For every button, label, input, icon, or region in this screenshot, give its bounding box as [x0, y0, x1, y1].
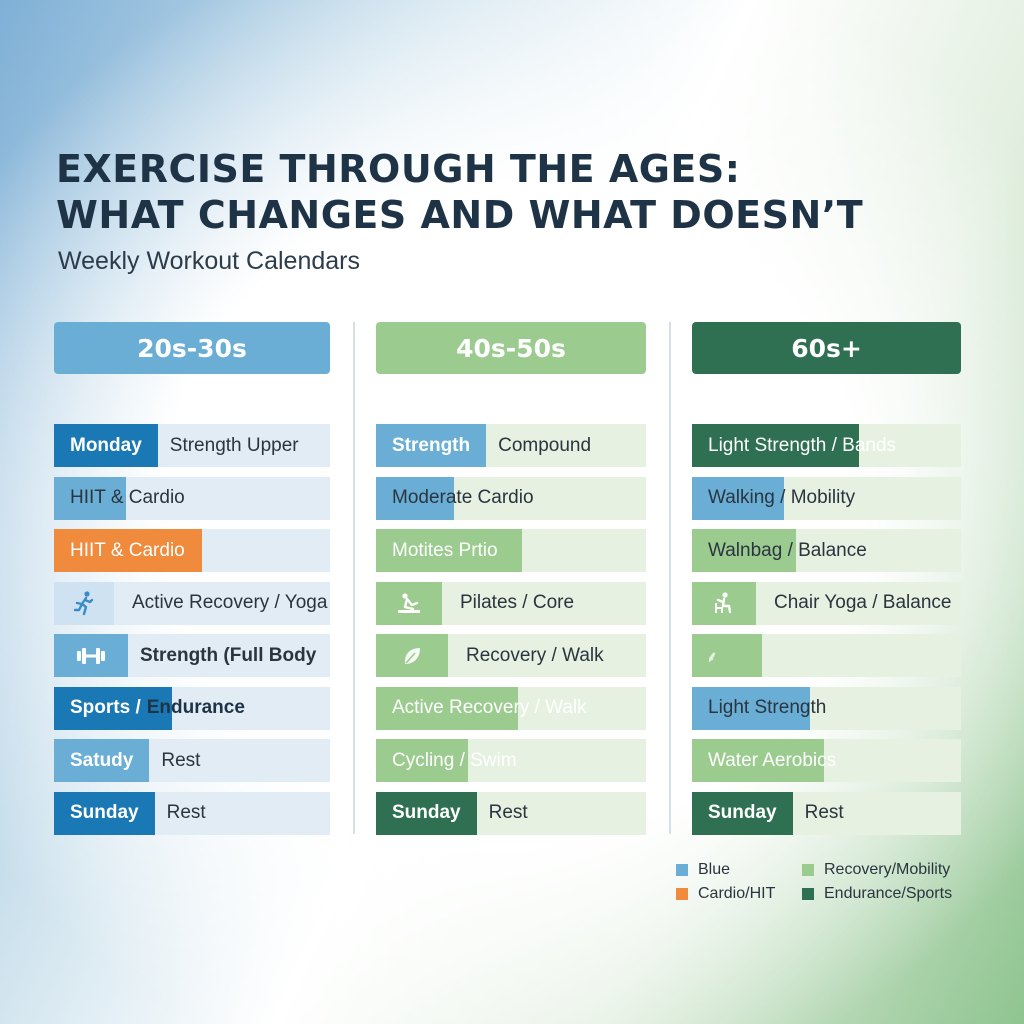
row-fill [376, 476, 454, 520]
schedule-row: Strength (Full Body [54, 634, 330, 677]
column-divider [353, 322, 355, 834]
day-label: Sunday [376, 791, 477, 835]
legend-item: Recovery/Mobility [802, 858, 952, 882]
activity-label: Walking / Mobility [708, 487, 856, 508]
legend-swatch [676, 888, 688, 900]
activity-label: Sports / [70, 697, 141, 718]
schedule-row: Moderate Cardio [376, 476, 646, 520]
schedule-row: Active Recovery / Walk [376, 686, 646, 730]
title-line-1: EXERCISE THROUGH THE AGES: [56, 147, 741, 191]
schedule-row: Light Strength / Bands [692, 424, 961, 467]
activity-label: Motites Prtio [392, 539, 498, 561]
schedule-row: Sunday Rest [54, 791, 330, 835]
title-line-2: WHAT CHANGES AND WHAT DOESN’T [56, 193, 864, 237]
page-subtitle: Weekly Workout Calendars [58, 247, 360, 275]
activity-label: Rest [804, 802, 844, 823]
schedule-row: HIIT & Cardio [54, 529, 330, 572]
column-header: 20s-30s [54, 322, 330, 374]
schedule-row: Pilates / Core [376, 581, 646, 625]
legend-swatch [676, 864, 688, 876]
schedule-row: Sports / Endurance [54, 686, 330, 730]
schedule-row: Motites Prtio [376, 529, 646, 572]
legend-item: Blue [676, 858, 775, 882]
day-label: Strength [376, 424, 487, 467]
day-label: Sunday [54, 791, 155, 835]
column-header: 60s+ [692, 322, 961, 374]
leaf-icon [376, 634, 448, 677]
schedule-row: Strength Compound [376, 424, 646, 467]
day-label: Satudy [54, 739, 150, 782]
row-fill [54, 529, 202, 572]
legend-swatch [802, 888, 814, 900]
column-60s-plus: 60s+ Light Strength / Bands Walking / Mo… [692, 322, 961, 844]
activity-label: Rest [488, 802, 528, 823]
stretch-icon: ⸙ [706, 648, 719, 666]
activity-label: Cycling / Swim [392, 749, 517, 771]
pilates-icon [376, 581, 442, 625]
running-icon [54, 581, 114, 625]
activity-label: Rest [166, 802, 206, 823]
day-label: Monday [54, 424, 158, 467]
day-label: Sunday [692, 791, 793, 835]
schedule-row: Sunday Rest [692, 791, 961, 835]
chair-yoga-icon [692, 581, 756, 625]
column-20s-30s: 20s-30s Monday Strength Upper HIIT & Car… [54, 322, 330, 844]
activity-label: Walnbag / Balance [708, 539, 867, 561]
row-fill [376, 739, 468, 782]
activity-label: Recovery / Walk [466, 644, 604, 666]
legend-label: Recovery/Mobility [824, 861, 951, 878]
activity-label: HIIT & Cardio [70, 487, 185, 508]
schedule-row: Walnbag / Balance [692, 529, 961, 572]
row-fill [692, 424, 859, 467]
legend-item: Endurance/Sports [802, 882, 952, 906]
row-fill [692, 739, 824, 782]
activity-label: Chair Yoga / Balance [774, 592, 952, 613]
activity-label: Rest [161, 749, 201, 771]
activity-label: Active Recovery / Yoga [132, 592, 328, 613]
schedule-row: Monday Strength Upper [54, 424, 330, 467]
activity-label: Compound [498, 434, 592, 456]
row-fill [54, 686, 172, 730]
row-fill [54, 476, 126, 520]
activity-label: Light Strength [708, 697, 827, 718]
row-fill [692, 529, 796, 572]
column-40s-50s: 40s-50s Strength Compound Moderate Cardi… [376, 322, 646, 844]
row-fill [692, 686, 810, 730]
legend-left: Blue Cardio/HIT [676, 858, 775, 906]
activity-label: Strength Upper [169, 434, 299, 456]
activity-label: Pilates / Core [460, 592, 575, 613]
activity-label: Moderate Cardio [392, 487, 534, 508]
schedule-row: Chair Yoga / Balance [692, 581, 961, 625]
activity-label: Light Strength / Bands [708, 434, 897, 456]
column-divider [669, 322, 671, 834]
legend-label: Blue [698, 861, 731, 878]
schedule-row: Water Aerobics [692, 739, 961, 782]
legend-swatch [802, 864, 814, 876]
schedule-row: Light Strength [692, 686, 961, 730]
legend-item: Cardio/HIT [676, 882, 775, 906]
page-title: EXERCISE THROUGH THE AGES: WHAT CHANGES … [56, 146, 956, 238]
row-fill [376, 529, 522, 572]
row-fill [692, 634, 762, 677]
activity-label: Strength (Full Body [140, 644, 317, 666]
activity-label: Active Recovery / Walk [392, 697, 587, 718]
column-header: 40s-50s [376, 322, 646, 374]
schedule-row: Satudy Rest [54, 739, 330, 782]
schedule-row: ⸙ [692, 634, 961, 677]
dumbbell-icon [54, 634, 128, 677]
schedule-row: Sunday Rest [376, 791, 646, 835]
legend-label: Cardio/HIT [698, 885, 776, 902]
schedule-row: Recovery / Walk [376, 634, 646, 677]
activity-label: HIIT & Cardio [70, 539, 185, 561]
row-fill [692, 476, 784, 520]
row-fill [376, 686, 518, 730]
schedule-row: Active Recovery / Yoga [54, 581, 330, 625]
schedule-row: Walking / Mobility [692, 476, 961, 520]
activity-label: Water Aerobics [708, 749, 837, 771]
activity-label: Endurance [146, 697, 245, 718]
legend-label: Endurance/Sports [824, 885, 953, 902]
schedule-row: Cycling / Swim [376, 739, 646, 782]
legend-right: Recovery/Mobility Endurance/Sports [802, 858, 952, 906]
schedule-row: HIIT & Cardio [54, 476, 330, 520]
